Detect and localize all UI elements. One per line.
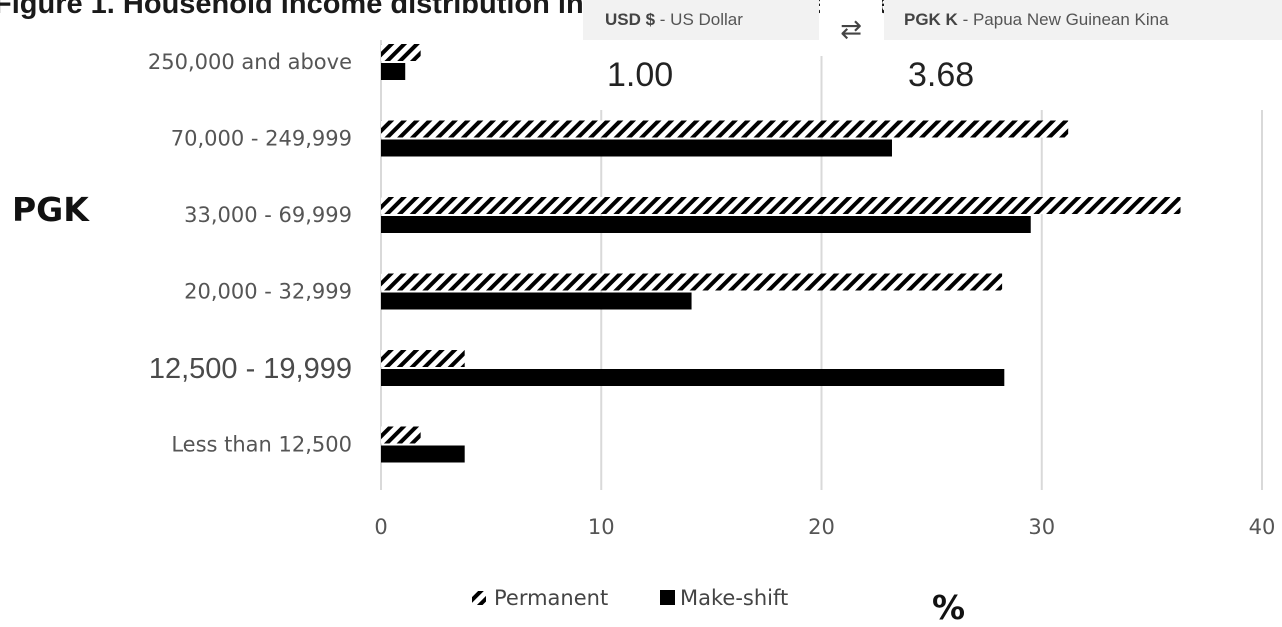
category-label: 12,500 - 19,999: [149, 353, 352, 385]
to-currency-panel: PGK K - Papua New Guinean Kina 3.68: [884, 0, 1282, 110]
to-currency-code: PGK K: [904, 10, 958, 29]
from-currency-select[interactable]: USD $ - US Dollar: [583, 0, 819, 40]
x-axis-ticks: 0 10 20 30 40: [374, 515, 1275, 539]
bar-make-shift: [381, 63, 406, 80]
x-unit-label: %: [932, 588, 966, 627]
bar-permanent: [381, 426, 421, 444]
x-tick-label: 10: [588, 515, 615, 539]
to-amount-input[interactable]: 3.68: [884, 40, 1282, 110]
bar-make-shift: [381, 292, 692, 310]
bar-permanent: [381, 120, 1069, 138]
bar-make-shift: [381, 139, 892, 157]
from-currency-panel: USD $ - US Dollar 1.00: [583, 0, 819, 110]
x-tick-label: 20: [808, 515, 835, 539]
bar-permanent: [381, 350, 465, 367]
bar-make-shift: [381, 369, 1005, 386]
legend-swatch-permanent: [472, 591, 486, 605]
x-tick-label: 40: [1249, 515, 1276, 539]
legend-swatch-make-shift: [660, 590, 675, 605]
legend: Permanent Make-shift: [472, 586, 788, 610]
y-group-label: PGK: [12, 190, 89, 229]
legend-label-make-shift: Make-shift: [680, 586, 788, 610]
from-amount-input[interactable]: 1.00: [583, 40, 819, 110]
category-label: 20,000 - 32,999: [184, 280, 352, 304]
bar-permanent: [381, 44, 421, 61]
from-currency-code: USD $: [605, 10, 656, 29]
category-label: 70,000 - 249,999: [171, 127, 352, 151]
bars: [381, 44, 1181, 463]
to-currency-name: - Papua New Guinean Kina: [957, 10, 1169, 29]
category-label: 250,000 and above: [148, 50, 352, 74]
category-labels: 250,000 and above 70,000 - 249,999 33,000 …: [148, 50, 352, 457]
x-tick-label: 30: [1028, 515, 1055, 539]
from-currency-name: - US Dollar: [655, 10, 743, 29]
swap-currency-button[interactable]: ⇄: [820, 0, 882, 56]
bar-permanent: [381, 273, 1003, 291]
bar-make-shift: [381, 216, 1031, 233]
category-label: 33,000 - 69,999: [184, 203, 352, 227]
bar-make-shift: [381, 445, 465, 463]
to-currency-select[interactable]: PGK K - Papua New Guinean Kina: [884, 0, 1282, 40]
bar-permanent: [381, 197, 1181, 214]
gridlines: [380, 40, 1263, 490]
legend-label-permanent: Permanent: [494, 586, 608, 610]
x-tick-label: 0: [374, 515, 387, 539]
category-label: Less than 12,500: [171, 433, 352, 457]
